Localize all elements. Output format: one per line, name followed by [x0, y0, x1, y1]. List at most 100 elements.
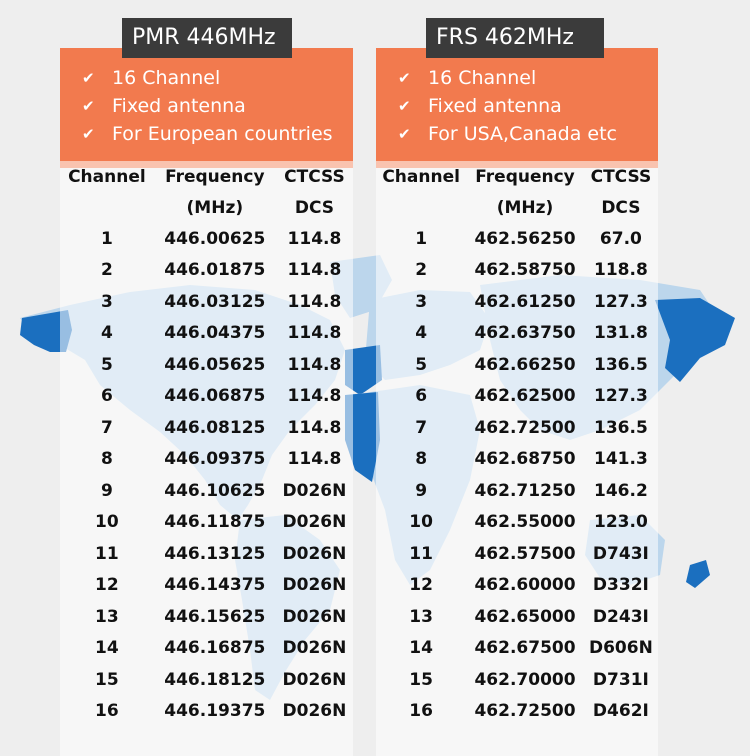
check-icon: ✔	[398, 69, 411, 87]
frs-table-row: 9 462.71250 146.2	[376, 475, 658, 507]
pmr-col-channel-header: Channel	[68, 166, 146, 187]
frs-title: FRS 462MHz	[426, 18, 604, 58]
frs-table-row: 14 462.67500 D606N	[376, 633, 658, 665]
frs-ctcss-dcs-cell: D743I	[592, 543, 649, 564]
frs-channel-cell: 1	[415, 228, 428, 249]
pmr-feature-label: 16 Channel	[112, 67, 221, 89]
frs-channel-cell: 14	[409, 638, 433, 659]
frs-channel-cell: 4	[415, 323, 428, 344]
pmr-frequency-cell: 446.19375	[164, 701, 266, 722]
pmr-col-dcs-header: DCS	[294, 197, 335, 218]
pmr-channel-cell: 10	[95, 512, 119, 533]
pmr-frequency-cell: 446.15625	[164, 606, 266, 627]
pmr-frequency-cell: 446.08125	[164, 417, 266, 438]
pmr-frequency-cell: 446.13125	[164, 543, 266, 564]
check-icon: ✔	[82, 97, 95, 115]
pmr-table-row: 13 446.15625 D026N	[60, 601, 353, 633]
frs-table-row: 3 462.61250 127.3	[376, 286, 658, 318]
map-africa-northwest	[345, 392, 380, 482]
frs-col-channel-subheader	[376, 192, 466, 223]
pmr-table-row: 6 446.06875 114.8	[60, 381, 353, 413]
pmr-frequency-cell: 446.18125	[164, 669, 266, 690]
pmr-ctcss-dcs-cell: 114.8	[287, 291, 342, 312]
frs-ctcss-dcs-cell: 67.0	[599, 228, 642, 249]
pmr-ctcss-dcs-cell: D026N	[282, 638, 347, 659]
check-icon: ✔	[82, 125, 95, 143]
pmr-col-frequency-unit: (MHz)	[186, 197, 244, 218]
pmr-channel-cell: 16	[95, 701, 119, 722]
frs-channel-cell: 2	[415, 260, 428, 281]
frs-table-row: 16 462.72500 D462I	[376, 696, 658, 728]
frs-frequency-cell: 462.72500	[474, 701, 576, 722]
pmr-ctcss-dcs-cell: 114.8	[287, 260, 342, 281]
frs-table-row: 6 462.62500 127.3	[376, 381, 658, 413]
pmr-frequency-cell: 446.00625	[164, 228, 266, 249]
check-icon: ✔	[398, 125, 411, 143]
pmr-table-row: 1 446.00625 114.8	[60, 223, 353, 255]
pmr-table-row: 15 446.18125 D026N	[60, 664, 353, 696]
frs-frequency-cell: 462.66250	[474, 354, 576, 375]
pmr-frequency-cell: 446.14375	[164, 575, 266, 596]
pmr-channel-cell: 13	[95, 606, 119, 627]
frs-ctcss-dcs-cell: 141.3	[594, 449, 648, 470]
frs-channel-cell: 6	[415, 386, 428, 407]
pmr-feature: ✔ Fixed antenna	[60, 92, 353, 120]
frs-channel-cell: 3	[415, 291, 428, 312]
frs-table-row: 12 462.60000 D332I	[376, 570, 658, 602]
pmr-col-channel-subheader	[60, 192, 154, 223]
frs-table-row: 15 462.70000 D731I	[376, 664, 658, 696]
pmr-ctcss-dcs-cell: D026N	[282, 480, 347, 501]
pmr-frequency-cell: 446.03125	[164, 291, 266, 312]
pmr-channel-cell: 8	[100, 449, 113, 470]
frs-frequency-cell: 462.58750	[474, 260, 576, 281]
frs-frequency-cell: 462.60000	[474, 575, 576, 596]
pmr-ctcss-dcs-cell: D026N	[282, 575, 347, 596]
frs-table-row: 8 462.68750 141.3	[376, 444, 658, 476]
map-russia-east	[655, 298, 735, 382]
pmr-table-row: 4 446.04375 114.8	[60, 318, 353, 350]
pmr-ctcss-dcs-cell: 114.8	[287, 449, 342, 470]
frs-channel-cell: 8	[415, 449, 428, 470]
frs-frequency-cell: 462.67500	[474, 638, 576, 659]
check-icon: ✔	[82, 69, 95, 87]
frs-table-row: 5 462.66250 136.5	[376, 349, 658, 381]
frs-features: ✔ 16 Channel ✔ Fixed antenna ✔ For USA,C…	[376, 48, 658, 168]
pmr-channel-cell: 2	[100, 260, 113, 281]
frs-ctcss-dcs-cell: 127.3	[594, 291, 648, 312]
frs-frequency-cell: 462.71250	[474, 480, 576, 501]
pmr-ctcss-dcs-cell: 114.8	[287, 417, 342, 438]
frs-col-frequency-unit: (MHz)	[496, 197, 554, 218]
map-europe-west	[345, 345, 382, 395]
frs-col-frequency-header: Frequency	[475, 166, 575, 187]
pmr-table-row: 10 446.11875 D026N	[60, 507, 353, 539]
pmr-feature: ✔ For European countries	[60, 120, 353, 148]
frs-feature-label: For USA,Canada etc	[428, 123, 618, 145]
frs-channel-cell: 15	[409, 669, 433, 690]
check-icon: ✔	[398, 97, 411, 115]
pmr-channel-table: Channel Frequency CTCSS (MHz) DCS 1 446.0…	[60, 161, 353, 756]
frs-feature: ✔ Fixed antenna	[376, 92, 658, 120]
pmr-channel-cell: 1	[100, 228, 113, 249]
pmr-table-row: 14 446.16875 D026N	[60, 633, 353, 665]
frs-col-ctcss-header: CTCSS	[590, 166, 652, 187]
frs-ctcss-dcs-cell: 131.8	[594, 323, 648, 344]
frs-table-row: 1 462.56250 67.0	[376, 223, 658, 255]
frs-channel-cell: 5	[415, 354, 428, 375]
frs-ctcss-dcs-cell: D332I	[592, 575, 649, 596]
pmr-table-row: 2 446.01875 114.8	[60, 255, 353, 287]
frs-ctcss-dcs-cell: D731I	[592, 669, 649, 690]
pmr-frequency-cell: 446.10625	[164, 480, 266, 501]
frs-frequency-cell: 462.68750	[474, 449, 576, 470]
pmr-table-row: 7 446.08125 114.8	[60, 412, 353, 444]
pmr-channel-cell: 4	[100, 323, 113, 344]
pmr-frequency-cell: 446.09375	[164, 449, 266, 470]
frs-channel-cell: 16	[409, 701, 433, 722]
pmr-feature: ✔ 16 Channel	[60, 64, 353, 92]
frs-frequency-cell: 462.62500	[474, 386, 576, 407]
pmr-table-row: 5 446.05625 114.8	[60, 349, 353, 381]
pmr-frequency-cell: 446.01875	[164, 260, 266, 281]
pmr-frequency-cell: 446.06875	[164, 386, 266, 407]
pmr-ctcss-dcs-cell: D026N	[282, 669, 347, 690]
frs-ctcss-dcs-cell: 136.5	[594, 354, 648, 375]
frs-table-row: 4 462.63750 131.8	[376, 318, 658, 350]
